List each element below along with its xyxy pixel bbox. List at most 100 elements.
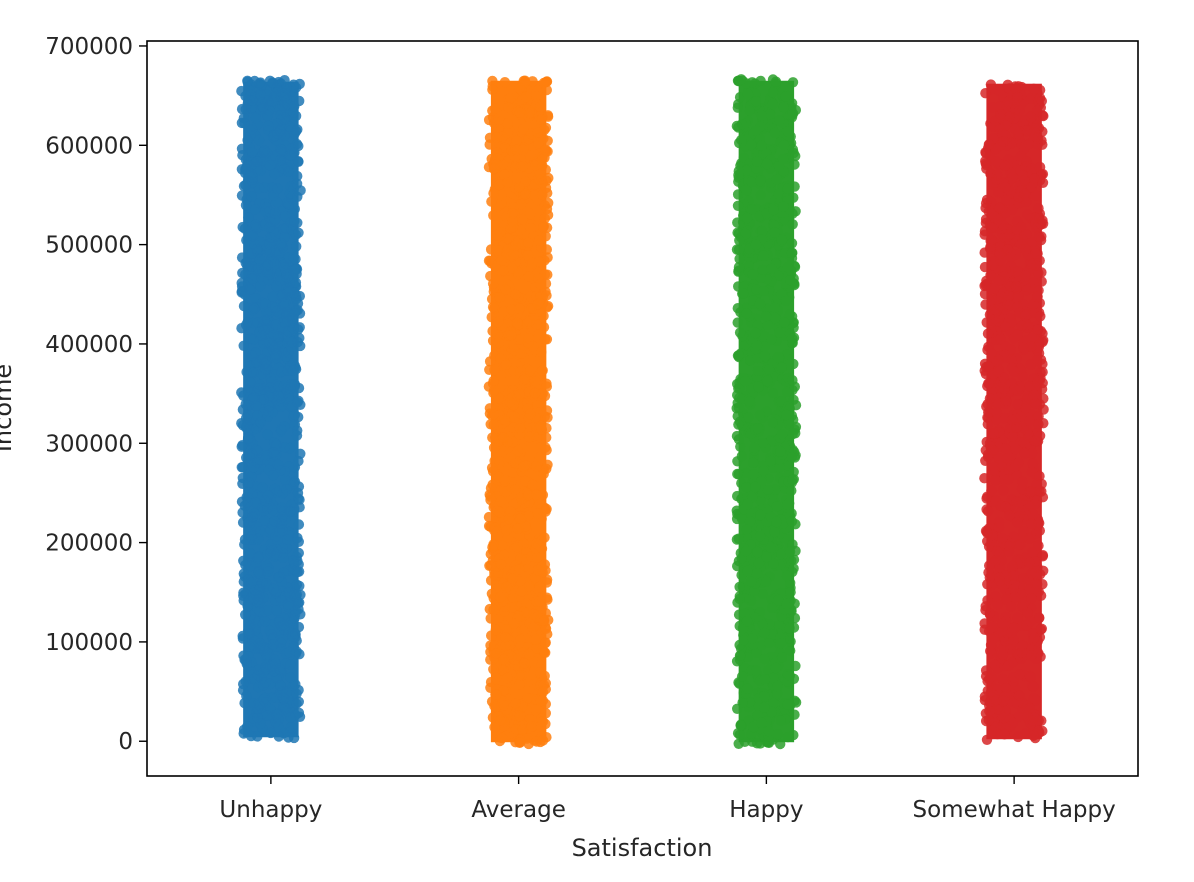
data-point [1011, 302, 1023, 313]
data-point [1012, 329, 1023, 340]
data-point [542, 412, 553, 423]
series-unhappy [236, 75, 306, 744]
data-point [524, 365, 536, 377]
data-point [756, 717, 767, 728]
data-point [767, 417, 778, 428]
data-point [271, 586, 282, 597]
data-point [756, 140, 767, 151]
data-point [500, 284, 511, 295]
data-point [239, 534, 251, 545]
data-point [485, 482, 497, 494]
data-point [784, 546, 796, 557]
data-point [514, 303, 525, 314]
data-point [1033, 231, 1045, 242]
data-point [775, 446, 786, 457]
data-point [525, 223, 537, 234]
data-point [487, 278, 499, 289]
data-point [747, 457, 759, 468]
data-point [731, 120, 743, 132]
data-point [1007, 414, 1018, 426]
data-point [540, 623, 552, 634]
data-point [999, 160, 1011, 171]
data-point [744, 516, 756, 527]
data-point [787, 375, 798, 386]
data-point [759, 674, 771, 685]
data-point [541, 503, 552, 515]
data-point [1017, 532, 1029, 543]
data-point [495, 591, 506, 603]
data-point [1016, 593, 1027, 604]
data-point [1019, 188, 1031, 199]
data-point [759, 702, 770, 713]
data-point [488, 385, 500, 396]
data-point [278, 223, 289, 235]
data-point [498, 432, 509, 443]
data-point [511, 542, 523, 553]
data-point [747, 633, 758, 644]
data-point [275, 144, 286, 155]
data-point [272, 459, 284, 470]
data-point [782, 699, 793, 710]
data-point [293, 684, 304, 696]
data-point [772, 728, 783, 740]
data-point [498, 265, 509, 276]
data-point [514, 710, 526, 722]
data-point [986, 234, 997, 245]
data-point [762, 375, 773, 387]
data-point [772, 688, 783, 699]
data-point [750, 125, 761, 136]
data-point [267, 77, 278, 88]
data-point [243, 477, 255, 488]
data-point [520, 91, 532, 103]
data-point [785, 274, 796, 286]
data-point [755, 495, 766, 506]
data-point [1024, 557, 1035, 568]
data-point [514, 564, 525, 575]
data-point [531, 538, 542, 549]
data-point [776, 548, 787, 560]
data-point [498, 654, 510, 665]
data-point [752, 546, 763, 558]
data-point [1036, 276, 1047, 287]
data-point [740, 228, 751, 240]
data-point [502, 118, 513, 129]
data-point [991, 704, 1003, 715]
data-point [751, 647, 762, 658]
data-point [527, 341, 539, 352]
data-point [492, 245, 503, 256]
data-point [265, 661, 276, 672]
data-point [247, 230, 259, 242]
data-point [258, 694, 269, 705]
data-point [507, 467, 518, 478]
data-point [1026, 650, 1037, 661]
data-point [981, 317, 992, 328]
data-point [1014, 669, 1025, 680]
data-point [254, 569, 266, 580]
data-point [487, 301, 499, 313]
data-point [980, 158, 991, 169]
data-point [770, 484, 781, 495]
data-point [535, 695, 546, 707]
data-point [1000, 120, 1011, 131]
data-point [288, 641, 299, 653]
data-point [499, 169, 510, 180]
data-point [269, 516, 280, 527]
data-point [257, 101, 269, 112]
data-point [1034, 613, 1045, 624]
data-point [532, 127, 543, 138]
data-point [995, 500, 1006, 511]
data-point [488, 419, 499, 431]
data-point [1019, 229, 1030, 240]
data-point [271, 605, 282, 616]
data-point [285, 672, 296, 683]
data-point [517, 724, 528, 735]
data-point [490, 672, 502, 684]
data-point [765, 542, 777, 553]
data-point [782, 261, 793, 273]
data-point [516, 348, 527, 359]
data-point [269, 369, 280, 380]
data-point [486, 196, 497, 207]
data-point [539, 647, 550, 658]
data-point [494, 506, 505, 518]
data-point [773, 351, 784, 363]
